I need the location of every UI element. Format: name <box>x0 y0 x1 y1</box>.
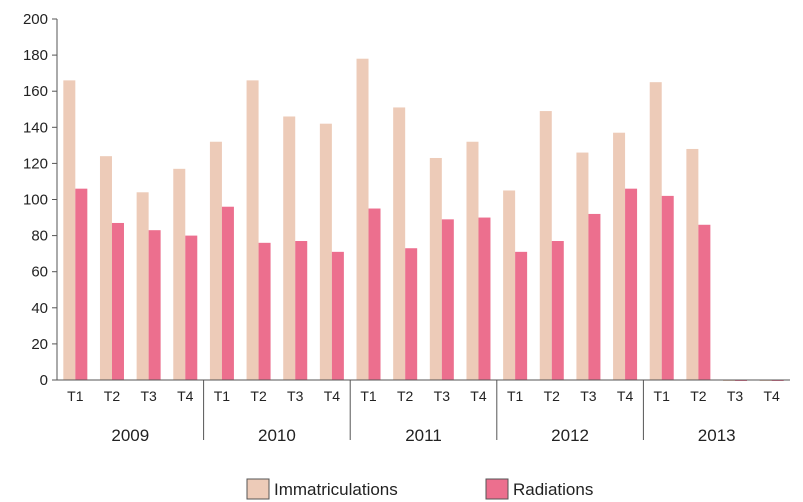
y-tick-label: 0 <box>40 372 48 389</box>
x-group-label: 2009 <box>111 426 149 445</box>
bar-radiations <box>111 222 124 380</box>
legend-label-immatriculations: Immatriculations <box>274 480 398 499</box>
x-tick-label: T2 <box>104 388 121 404</box>
x-tick-label: T2 <box>397 388 414 404</box>
bar-immatriculations <box>503 190 516 380</box>
bar-radiations <box>368 208 381 380</box>
legend: Immatriculations Radiations <box>246 478 593 500</box>
bar-radiations <box>515 251 528 380</box>
bar-immatriculations <box>613 132 626 380</box>
x-tick-label: T1 <box>654 388 671 404</box>
y-tick-label: 200 <box>23 11 48 28</box>
x-tick-label: T4 <box>177 388 194 404</box>
y-tick-label: 140 <box>23 119 48 136</box>
x-group-label: 2013 <box>698 426 736 445</box>
bar-immatriculations <box>173 168 186 380</box>
y-tick-label: 120 <box>23 155 48 172</box>
bar-immatriculations <box>319 123 332 380</box>
legend-swatch-immatriculations <box>246 478 270 500</box>
bar-immatriculations <box>63 80 76 381</box>
bar-immatriculations <box>576 152 589 380</box>
bar-immatriculations <box>356 58 369 381</box>
x-tick-label: T3 <box>434 388 451 404</box>
bar-immatriculations <box>99 156 112 380</box>
bar-radiations <box>405 248 418 380</box>
x-tick-label: T1 <box>507 388 524 404</box>
y-tick-label: 40 <box>31 300 48 317</box>
x-tick-label: T4 <box>764 388 781 404</box>
bar-radiations <box>295 241 308 380</box>
bar-immatriculations <box>136 192 149 380</box>
bar-radiations <box>661 195 674 380</box>
y-tick-label: 80 <box>31 228 48 245</box>
bar-radiations <box>588 213 601 380</box>
x-tick-label: T2 <box>544 388 561 404</box>
y-tick-label: 160 <box>23 83 48 100</box>
x-tick-label: T1 <box>360 388 377 404</box>
bar-immatriculations <box>649 82 662 381</box>
bar-immatriculations <box>686 148 699 380</box>
x-tick-label: T2 <box>250 388 267 404</box>
y-tick-label: 100 <box>23 192 48 209</box>
bar-radiations <box>551 241 564 380</box>
bar-immatriculations <box>393 107 406 380</box>
bar-radiations <box>258 242 271 380</box>
x-tick-label: T3 <box>287 388 304 404</box>
bar-radiations <box>75 188 88 380</box>
bar-immatriculations <box>246 80 259 381</box>
bar-radiations <box>625 188 638 380</box>
x-tick-label: T1 <box>214 388 231 404</box>
x-group-label: 2011 <box>405 426 442 445</box>
bar-immatriculations <box>539 111 552 381</box>
x-tick-label: T1 <box>67 388 84 404</box>
bar-immatriculations <box>209 141 222 380</box>
x-tick-label: T4 <box>617 388 634 404</box>
y-tick-label: 20 <box>31 336 48 353</box>
bar-radiations <box>478 217 491 380</box>
bar-radiations <box>185 235 198 380</box>
bar-immatriculations <box>429 157 442 380</box>
x-tick-label: T2 <box>690 388 707 404</box>
bar-radiations <box>441 219 454 380</box>
legend-label-radiations: Radiations <box>513 480 593 499</box>
legend-swatch-radiations <box>485 478 509 500</box>
x-tick-label: T4 <box>324 388 341 404</box>
y-tick-label: 180 <box>23 47 48 64</box>
x-group-label: 2012 <box>551 426 589 445</box>
bars <box>63 58 784 381</box>
x-axis: T1 T2 T3 T4 2009 T1 T2 T3 T4 2010 T1 T2 T3 T4 2011 T1 T2… <box>57 379 790 445</box>
bar-radiations <box>331 251 344 380</box>
x-tick-label: T4 <box>470 388 487 404</box>
x-tick-label: T3 <box>580 388 597 404</box>
x-group-label: 2010 <box>258 426 296 445</box>
bar-radiations <box>148 230 161 380</box>
bar-radiations <box>221 206 234 380</box>
x-tick-label: T3 <box>727 388 744 404</box>
x-tick-label: T3 <box>140 388 157 404</box>
bar-immatriculations <box>466 141 479 380</box>
bar-immatriculations <box>283 116 296 380</box>
y-tick-label: 60 <box>31 264 48 281</box>
y-axis: 0 20 40 60 80 100 120 140 160 180 200 <box>23 11 58 389</box>
bar-radiations <box>698 224 711 380</box>
